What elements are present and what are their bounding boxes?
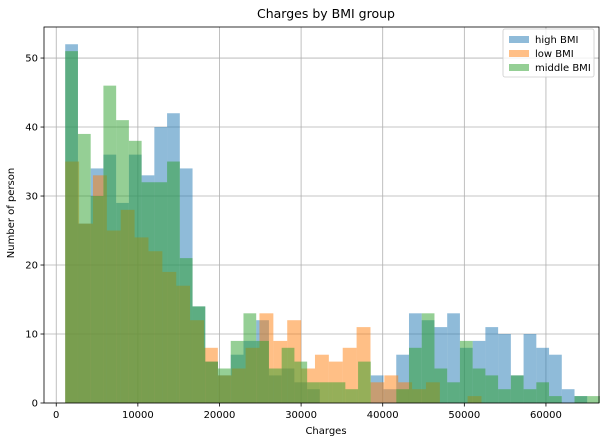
histogram-bar <box>510 375 524 403</box>
histogram-bar <box>549 396 562 403</box>
y-tick-label: 30 <box>25 192 38 203</box>
histogram-bar <box>307 382 320 403</box>
histogram-bar <box>294 361 308 403</box>
x-tick-label: 20000 <box>204 410 236 421</box>
legend: high BMI low BMI middle BMI <box>502 28 595 78</box>
histogram-bar <box>268 368 282 403</box>
histogram-bar <box>179 258 193 403</box>
histogram-bar <box>205 361 219 403</box>
histogram-bar <box>447 382 460 403</box>
x-tick-label: 60000 <box>530 410 562 421</box>
histogram-bar <box>218 368 231 403</box>
chart-title: Charges by BMI group <box>257 6 395 21</box>
histogram-bar <box>319 382 333 403</box>
plot-frame <box>43 26 600 404</box>
histogram-bar <box>421 313 435 403</box>
histogram-bar <box>498 389 511 403</box>
histogram-bar <box>167 161 180 403</box>
histogram-bar <box>408 347 422 403</box>
histogram-bar <box>587 396 600 403</box>
legend-label: low BMI <box>535 49 574 60</box>
legend-swatch <box>509 36 529 43</box>
histogram-bar <box>447 313 460 403</box>
histogram-bar <box>536 382 550 403</box>
histogram-bar <box>281 347 295 403</box>
x-tick-label: 10000 <box>122 410 154 421</box>
histogram-bar <box>574 396 588 403</box>
bars <box>65 44 600 404</box>
histogram-bar <box>549 354 562 403</box>
histogram-bar <box>345 389 359 403</box>
histogram-bar <box>154 182 168 403</box>
histogram-bar <box>561 389 575 403</box>
histogram-bar <box>128 140 142 403</box>
histogram-bar <box>396 389 409 403</box>
legend-label: high BMI <box>535 35 578 46</box>
histogram-bar <box>90 196 104 403</box>
y-tick-label: 10 <box>25 330 38 341</box>
histogram-bar <box>472 368 486 403</box>
histogram-bar <box>116 120 129 404</box>
legend-label: middle BMI <box>535 63 591 74</box>
histogram-bar <box>384 375 399 403</box>
y-axis-label: Number of person <box>6 168 17 258</box>
histogram-bar <box>485 375 499 403</box>
histogram-bar <box>370 382 385 403</box>
x-tick-label: 0 <box>53 410 59 421</box>
series-middle-bmi <box>65 51 600 404</box>
x-tick-label: 40000 <box>367 410 399 421</box>
x-tick-label: 30000 <box>285 410 317 421</box>
legend-swatch <box>509 50 529 57</box>
histogram-bar <box>332 382 346 403</box>
histogram-bar <box>103 85 117 403</box>
histogram-bar <box>243 313 257 403</box>
histogram-bar <box>230 340 244 403</box>
histogram-bar <box>358 361 371 403</box>
y-tick-label: 0 <box>32 399 38 410</box>
histogram-bar <box>434 368 448 403</box>
y-tick-label: 40 <box>25 123 38 134</box>
histogram-bar <box>523 389 537 403</box>
histogram-bar <box>77 133 91 403</box>
x-tick-label: 50000 <box>448 410 480 421</box>
y-tick-label: 20 <box>25 261 38 272</box>
y-tick-label: 50 <box>25 54 38 65</box>
histogram-bar <box>192 306 206 403</box>
x-axis-label: Charges <box>305 426 346 437</box>
histogram-bar <box>459 340 473 403</box>
histogram-bar <box>498 334 511 403</box>
legend-swatch <box>509 64 529 71</box>
histogram-bar <box>65 51 78 403</box>
histogram-bar <box>256 340 269 403</box>
histogram-bar <box>141 182 155 403</box>
axis-ticks: 0 10000 20000 30000 40000 50000 60000 0 10 20 30 40… <box>25 54 562 421</box>
histogram-bar <box>523 334 537 403</box>
